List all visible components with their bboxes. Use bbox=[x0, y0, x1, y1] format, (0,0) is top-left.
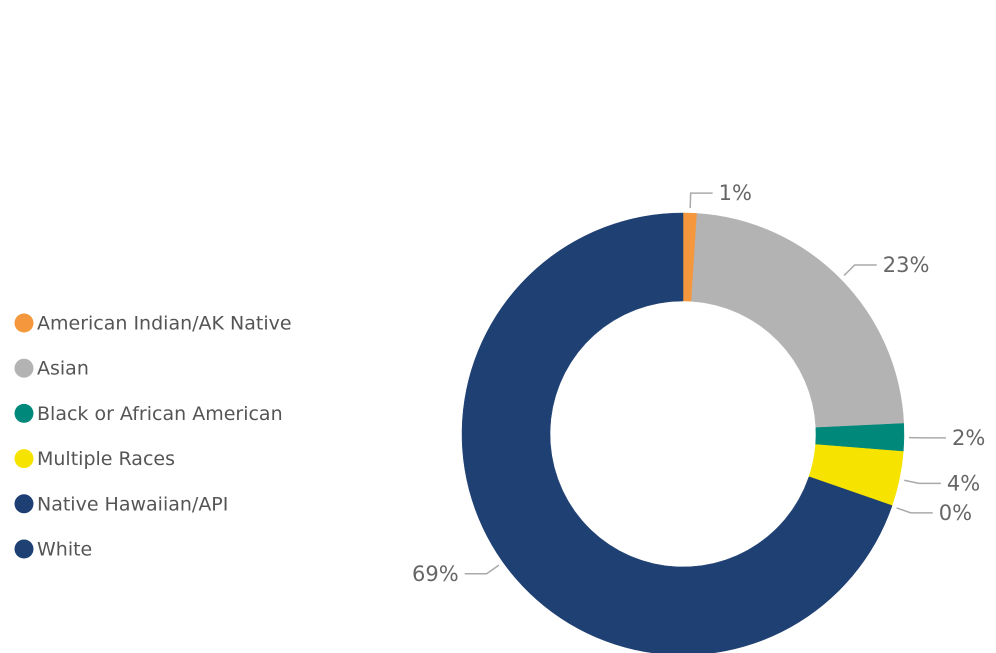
legend-label: White bbox=[37, 539, 92, 561]
legend-swatch bbox=[14, 494, 34, 514]
legend-swatch bbox=[14, 313, 34, 333]
data-label: 4% bbox=[947, 471, 980, 495]
legend-swatch bbox=[14, 449, 34, 469]
leader-line bbox=[464, 564, 500, 575]
legend-label: Multiple Races bbox=[37, 448, 175, 470]
data-label: 0% bbox=[939, 501, 972, 525]
legend-label: Asian bbox=[37, 358, 89, 380]
legend-label: Native Hawaiian/API bbox=[37, 493, 228, 515]
data-label: 69% bbox=[412, 562, 459, 586]
legend-label: Black or African American bbox=[37, 403, 283, 425]
data-label: 1% bbox=[719, 181, 752, 205]
legend-swatch bbox=[14, 403, 34, 423]
leader-line bbox=[896, 507, 933, 514]
donut-slice bbox=[691, 213, 905, 428]
leader-line bbox=[843, 264, 877, 277]
data-label: 2% bbox=[952, 426, 985, 450]
legend-swatch bbox=[14, 358, 34, 378]
leader-line bbox=[689, 192, 713, 209]
donut-slice bbox=[461, 212, 893, 653]
leader-line bbox=[904, 479, 941, 485]
legend-label: American Indian/AK Native bbox=[37, 313, 292, 335]
data-label: 23% bbox=[883, 253, 930, 277]
legend-swatch bbox=[14, 539, 34, 559]
